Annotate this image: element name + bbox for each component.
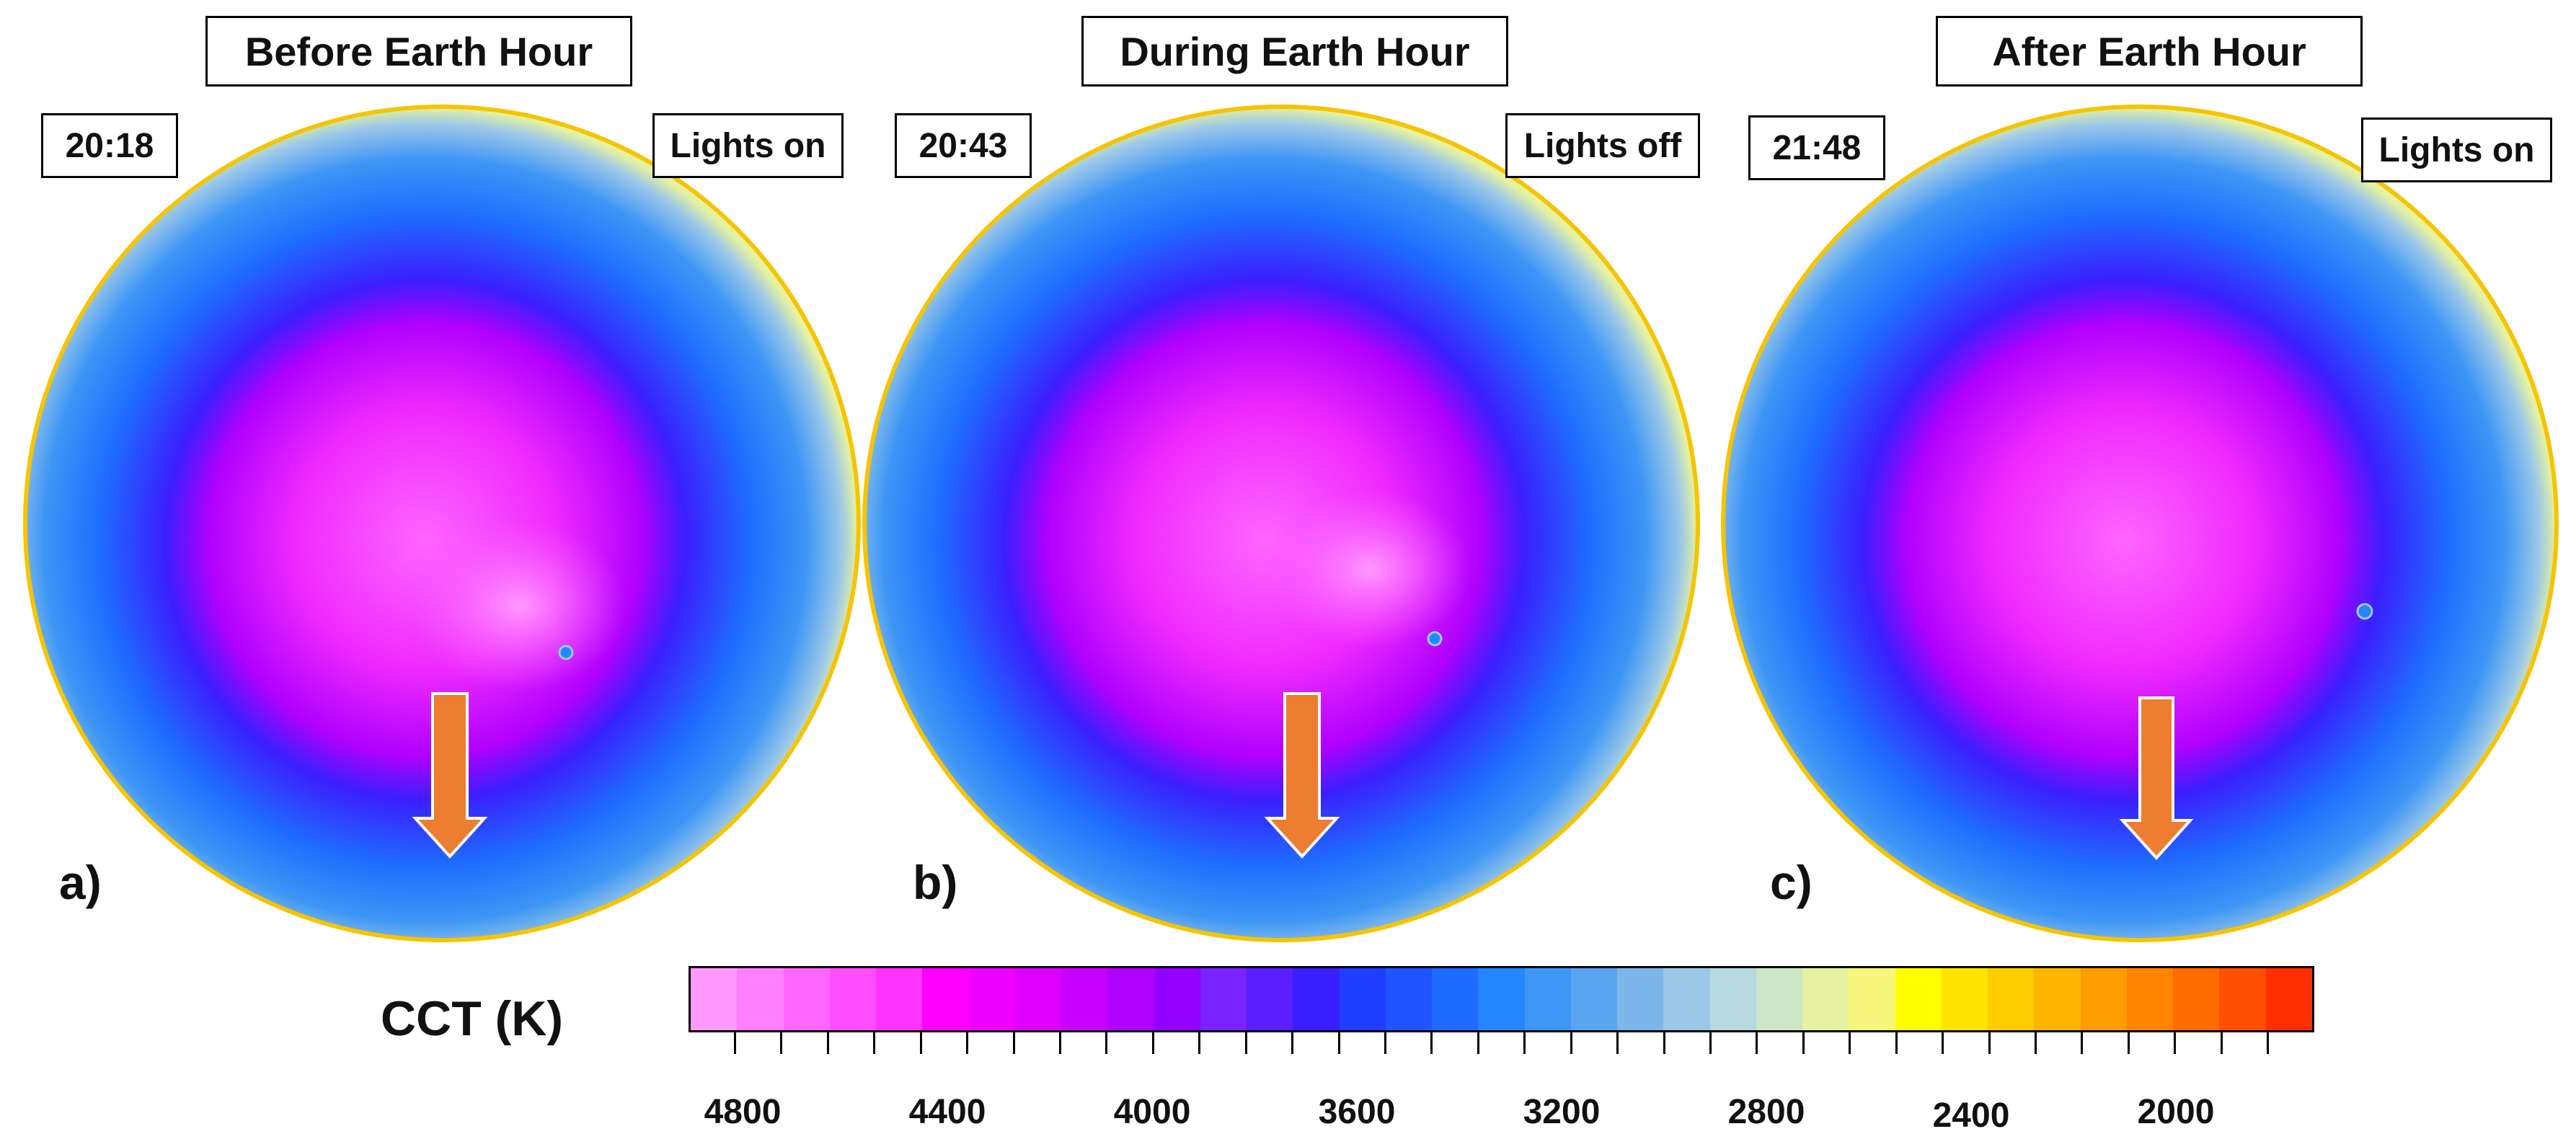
colorbar-tick: [826, 1032, 829, 1054]
sky-image-a: [23, 105, 861, 942]
colorbar-tick: [733, 1032, 736, 1054]
colorbar-swatch: [1802, 968, 1849, 1030]
colorbar-swatch: [1107, 968, 1154, 1030]
colorbar-tick: [1430, 1032, 1433, 1054]
colorbar-swatch: [1154, 968, 1200, 1030]
colorbar-swatch: [2265, 968, 2312, 1030]
panel-b-title: During Earth Hour: [1081, 16, 1508, 87]
colorbar-tick: [780, 1032, 783, 1054]
arrow-a: [412, 692, 488, 859]
colorbar-swatch: [783, 968, 830, 1030]
colorbar-tick: [2220, 1032, 2223, 1054]
colorbar-swatch: [1200, 968, 1247, 1030]
colorbar-tick: [1244, 1032, 1247, 1054]
panel-a-title: Before Earth Hour: [205, 16, 632, 87]
arrow-c: [2119, 696, 2194, 860]
colorbar-tick: [1384, 1032, 1386, 1054]
colorbar-tick: [873, 1032, 876, 1054]
colorbar-tick: [1570, 1032, 1572, 1054]
colorbar-tick: [1849, 1032, 1851, 1054]
tick-label-3200: 3200: [1523, 1093, 1601, 1131]
panel-a-time: 20:18: [41, 113, 178, 178]
colorbar-tick: [1988, 1032, 1991, 1054]
colorbar-ticks: [689, 1032, 2314, 1061]
panel-c-status: Lights on: [2361, 118, 2552, 182]
colorbar-tick: [1105, 1032, 1108, 1054]
colorbar-swatch: [1988, 968, 2035, 1030]
colorbar-swatch: [1941, 968, 1988, 1030]
colorbar-swatch: [1617, 968, 1664, 1030]
colorbar-swatch: [1756, 968, 1802, 1030]
colorbar-swatch: [1478, 968, 1525, 1030]
colorbar-tick: [1337, 1032, 1340, 1054]
colorbar-swatch: [2219, 968, 2266, 1030]
sky-image-b: [862, 105, 1700, 942]
panel-a-status: Lights on: [652, 113, 844, 178]
panel-c-label: c): [1770, 856, 1813, 909]
colorbar-swatch: [2080, 968, 2127, 1030]
panel-b-status: Lights off: [1505, 113, 1700, 178]
panel-b-time: 20:43: [895, 113, 1032, 178]
colorbar-swatch: [1293, 968, 1340, 1030]
colorbar-tick: [1058, 1032, 1061, 1054]
colorbar-swatch: [1247, 968, 1293, 1030]
tick-label-3600: 3600: [1318, 1093, 1396, 1131]
colorbar-swatch: [1570, 968, 1617, 1030]
panel-c-title: After Earth Hour: [1936, 16, 2363, 87]
panel-a-label: a): [59, 856, 102, 909]
arrow-b: [1264, 692, 1340, 859]
colorbar-tick: [966, 1032, 969, 1054]
colorbar-swatch: [2126, 968, 2173, 1030]
panel-b-label: b): [913, 856, 958, 909]
colorbar-swatch: [1014, 968, 1061, 1030]
tick-label-2400: 2400: [1932, 1097, 2010, 1135]
colorbar-swatch: [1524, 968, 1571, 1030]
tick-label-2800: 2800: [1727, 1093, 1805, 1131]
colorbar-swatch: [1339, 968, 1386, 1030]
colorbar-swatch: [922, 968, 969, 1030]
colorbar-tick: [2127, 1032, 2130, 1054]
colorbar-tick: [1477, 1032, 1479, 1054]
colorbar-swatch: [1663, 968, 1710, 1030]
colorbar-tick: [2034, 1032, 2037, 1054]
colorbar-swatch: [1849, 968, 1895, 1030]
colorbar-tick: [2267, 1032, 2270, 1054]
colorbar-tick: [1151, 1032, 1154, 1054]
colorbar-swatch: [1895, 968, 1942, 1030]
colorbar-tick: [1616, 1032, 1619, 1054]
colorbar-tick: [1291, 1032, 1294, 1054]
colorbar-tick: [1895, 1032, 1898, 1054]
colorbar-tick: [1012, 1032, 1015, 1054]
colorbar-swatch: [2173, 968, 2220, 1030]
colorbar-swatch: [1385, 968, 1432, 1030]
colorbar-tick: [2081, 1032, 2084, 1054]
colorbar-swatch: [1432, 968, 1479, 1030]
colorbar-swatch: [691, 968, 738, 1030]
colorbar-tick: [2174, 1032, 2177, 1054]
colorbar-tick: [1663, 1032, 1665, 1054]
colorbar-swatch: [1709, 968, 1756, 1030]
colorbar-tick: [1942, 1032, 1944, 1054]
colorbar-swatch: [1061, 968, 1108, 1030]
sky-image-c: [1721, 105, 2559, 942]
colorbar-title: CCT (K): [381, 991, 564, 1046]
colorbar-tick: [919, 1032, 922, 1054]
colorbar-tick: [1709, 1032, 1712, 1054]
tick-label-4400: 4400: [908, 1093, 986, 1131]
colorbar-swatch: [829, 968, 876, 1030]
colorbar-swatch: [2034, 968, 2081, 1030]
tick-label-4000: 4000: [1113, 1093, 1191, 1131]
tick-label-2000: 2000: [2137, 1093, 2215, 1131]
colorbar-tick: [1756, 1032, 1758, 1054]
colorbar-swatch: [968, 968, 1015, 1030]
colorbar-swatch: [737, 968, 784, 1030]
colorbar-tick: [1523, 1032, 1526, 1054]
colorbar: [689, 966, 2314, 1032]
tick-label-4800: 4800: [704, 1093, 782, 1131]
colorbar-tick: [1198, 1032, 1201, 1054]
colorbar-swatch: [876, 968, 923, 1030]
panel-c-time: 21:48: [1748, 115, 1885, 180]
colorbar-tick: [1802, 1032, 1805, 1054]
